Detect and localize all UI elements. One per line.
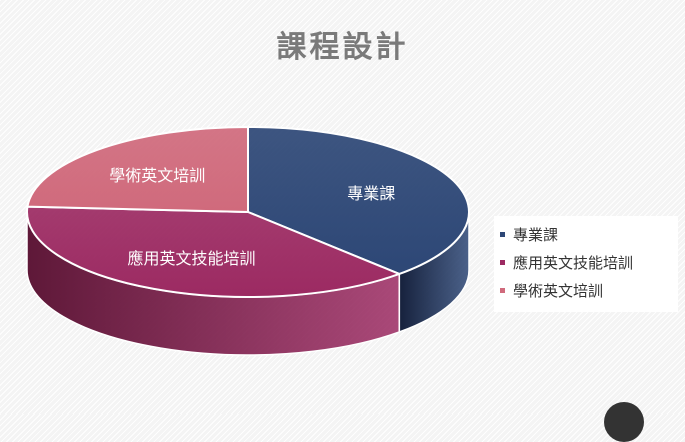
legend-item-1: 應用英文技能培訓	[500, 248, 672, 276]
chart-title: 課程設計	[276, 30, 409, 65]
legend-swatch-1	[500, 259, 505, 265]
legend-label-1: 應用英文技能培訓	[513, 253, 634, 272]
legend-item-2: 學術英文培訓	[500, 276, 672, 304]
pie-slice-1	[26, 205, 401, 298]
legend-label-2: 學術英文培訓	[513, 281, 604, 300]
pie-label-2: 學術英文培訓	[109, 166, 205, 185]
legend-label-0: 專業課	[513, 225, 559, 244]
chart-legend: 專業課 應用英文技能培訓 學術英文培訓	[494, 216, 678, 312]
legend-swatch-2	[500, 287, 505, 293]
pie-label-1: 應用英文技能培訓	[128, 249, 256, 268]
legend-swatch-0	[500, 231, 505, 237]
corner-button	[604, 402, 644, 442]
pie-slice-0	[247, 126, 470, 275]
pie-label-0: 專業課	[347, 184, 395, 203]
legend-item-0: 專業課	[500, 220, 672, 248]
pie-slice-2	[26, 126, 249, 213]
